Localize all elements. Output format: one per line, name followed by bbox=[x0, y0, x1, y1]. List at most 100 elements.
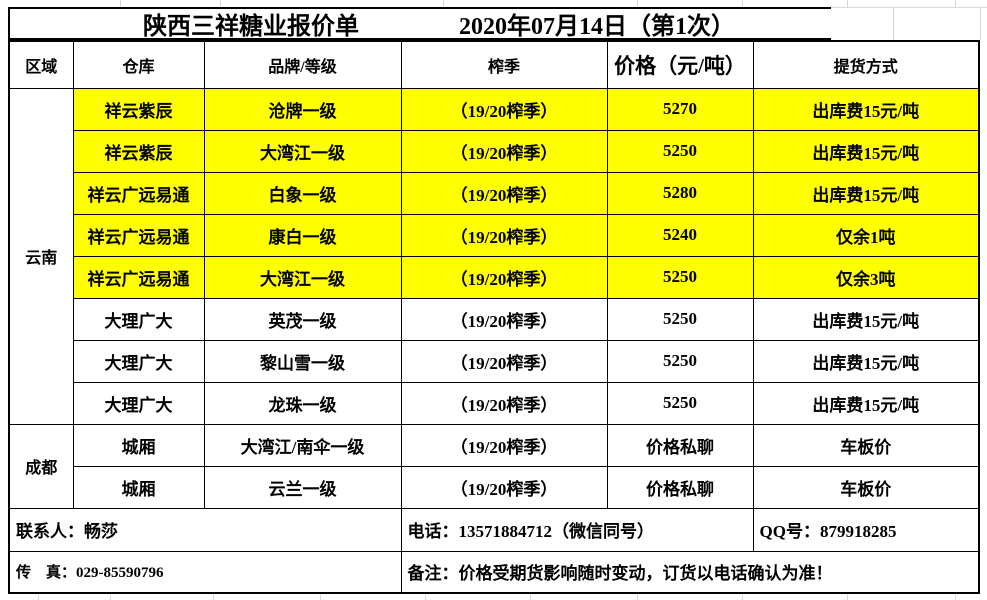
warehouse-cell[interactable]: 城厢 bbox=[72, 465, 205, 509]
brand-cell[interactable]: 康白一级 bbox=[203, 213, 402, 257]
gridline bbox=[120, 0, 121, 7]
region-cell[interactable]: 云南 bbox=[8, 87, 74, 425]
season-cell[interactable]: （19/20榨季） bbox=[400, 297, 608, 341]
warehouse-cell[interactable]: 祥云广远易通 bbox=[72, 255, 205, 299]
gridline bbox=[742, 593, 743, 600]
qq-cell[interactable]: QQ号：879918285 bbox=[752, 507, 980, 552]
header-season[interactable]: 榨季 bbox=[400, 40, 608, 89]
price-cell[interactable]: 5250 bbox=[606, 381, 754, 425]
price-cell[interactable]: 5250 bbox=[606, 129, 754, 173]
table-row: 祥云广远易通 康白一级 （19/20榨季） 5240 仅余1吨 bbox=[9, 213, 980, 257]
title-date: 2020年07月14日（第1次） bbox=[459, 14, 735, 40]
title-cell[interactable]: 陕西三祥糖业报价单 2020年07月14日（第1次） bbox=[8, 7, 831, 40]
brand-cell[interactable]: 英茂一级 bbox=[203, 297, 402, 341]
warehouse-cell[interactable]: 城厢 bbox=[72, 423, 205, 467]
table-row: 云南 祥云紫辰 沧牌一级 （19/20榨季） 5270 出库费15元/吨 bbox=[8, 87, 980, 425]
price-cell[interactable]: 5270 bbox=[606, 87, 754, 131]
gridline bbox=[847, 593, 848, 600]
warehouse-cell[interactable]: 大理广大 bbox=[72, 381, 205, 425]
price-table: 区域 仓库 品牌/等级 榨季 价格（元/吨） 提货方式 云南 祥云紫辰 沧牌一级 （1… bbox=[8, 40, 980, 594]
pickup-cell[interactable]: 车板价 bbox=[752, 465, 980, 509]
gridline bbox=[110, 593, 111, 600]
pickup-cell[interactable]: 出库费15元/吨 bbox=[752, 381, 980, 425]
gridline bbox=[425, 593, 426, 600]
brand-cell[interactable]: 大湾江/南伞一级 bbox=[203, 423, 402, 467]
contact-row: 联系人：畅莎 电话：13571884712（微信同号） QQ号：87991828… bbox=[8, 507, 980, 552]
warehouse-cell[interactable]: 大理广大 bbox=[72, 339, 205, 383]
gridline bbox=[530, 593, 531, 600]
pickup-cell[interactable]: 仅余1吨 bbox=[752, 213, 980, 257]
table-row: 祥云紫辰 大湾江一级 （19/20榨季） 5250 出库费15元/吨 bbox=[9, 129, 980, 173]
fax-cell[interactable]: 传 真：029-85590796 bbox=[8, 550, 402, 594]
header-brand-grade[interactable]: 品牌/等级 bbox=[203, 40, 402, 89]
pickup-cell[interactable]: 仅余3吨 bbox=[752, 255, 980, 299]
season-cell[interactable]: （19/20榨季） bbox=[400, 171, 608, 215]
pickup-cell[interactable]: 出库费15元/吨 bbox=[752, 129, 980, 173]
warehouse-cell[interactable]: 祥云广远易通 bbox=[72, 213, 205, 257]
warehouse-cell[interactable]: 大理广大 bbox=[72, 297, 205, 341]
season-cell[interactable]: （19/20榨季） bbox=[400, 465, 608, 509]
price-cell[interactable]: 价格私聊 bbox=[606, 465, 754, 509]
table-row: 大理广大 龙珠一级 （19/20榨季） 5250 出库费15元/吨 bbox=[9, 381, 980, 425]
pickup-cell[interactable]: 出库费15元/吨 bbox=[752, 87, 980, 131]
gridline bbox=[955, 0, 956, 7]
season-cell[interactable]: （19/20榨季） bbox=[400, 87, 608, 131]
table-row: 祥云广远易通 大湾江一级 （19/20榨季） 5250 仅余3吨 bbox=[9, 255, 980, 299]
pickup-cell[interactable]: 出库费15元/吨 bbox=[752, 171, 980, 215]
pickup-cell[interactable]: 车板价 bbox=[752, 423, 980, 467]
season-cell[interactable]: （19/20榨季） bbox=[400, 381, 608, 425]
price-cell[interactable]: 5250 bbox=[606, 297, 754, 341]
gridline bbox=[955, 593, 956, 600]
region-cell[interactable]: 成都 bbox=[8, 423, 74, 509]
gridline bbox=[831, 7, 987, 8]
phone-cell[interactable]: 电话：13571884712（微信同号） bbox=[400, 507, 754, 552]
header-warehouse[interactable]: 仓库 bbox=[72, 40, 205, 89]
table-row: 祥云广远易通 白象一级 （19/20榨季） 5280 出库费15元/吨 bbox=[9, 171, 980, 215]
gridline bbox=[637, 0, 638, 7]
fax-row: 传 真：029-85590796 备注：价格受期货影响随时变动，订货以电话确认为… bbox=[8, 550, 980, 594]
gridline bbox=[38, 593, 39, 600]
price-cell[interactable]: 5250 bbox=[606, 255, 754, 299]
pickup-cell[interactable]: 出库费15元/吨 bbox=[752, 297, 980, 341]
warehouse-cell[interactable]: 祥云紫辰 bbox=[72, 129, 205, 173]
brand-cell[interactable]: 白象一级 bbox=[203, 171, 402, 215]
table-row: 成都 城厢 大湾江/南伞一级 （19/20榨季） 价格私聊 车板价 bbox=[8, 423, 980, 509]
note-cell[interactable]: 备注：价格受期货影响随时变动，订货以电话确认为准！ bbox=[400, 550, 980, 594]
pickup-cell[interactable]: 出库费15元/吨 bbox=[752, 339, 980, 383]
header-pickup[interactable]: 提货方式 bbox=[752, 40, 980, 89]
gridline bbox=[220, 0, 221, 7]
price-cell[interactable]: 5280 bbox=[606, 171, 754, 215]
brand-cell[interactable]: 黎山雪一级 bbox=[203, 339, 402, 383]
brand-cell[interactable]: 沧牌一级 bbox=[203, 87, 402, 131]
table-row: 大理广大 黎山雪一级 （19/20榨季） 5250 出库费15元/吨 bbox=[9, 339, 980, 383]
header-row: 区域 仓库 品牌/等级 榨季 价格（元/吨） 提货方式 bbox=[8, 40, 980, 89]
warehouse-cell[interactable]: 祥云紫辰 bbox=[72, 87, 205, 131]
gridline bbox=[637, 593, 638, 600]
gridline bbox=[213, 593, 214, 600]
gridline bbox=[980, 7, 981, 40]
gridline bbox=[742, 0, 743, 7]
price-cell[interactable]: 价格私聊 bbox=[606, 423, 754, 467]
page-title: 陕西三祥糖业报价单 bbox=[143, 14, 359, 40]
price-cell[interactable]: 5240 bbox=[606, 213, 754, 257]
warehouse-cell[interactable]: 祥云广远易通 bbox=[72, 171, 205, 215]
gridline bbox=[847, 0, 848, 7]
season-cell[interactable]: （19/20榨季） bbox=[400, 213, 608, 257]
table-row: 城厢 云兰一级 （19/20榨季） 价格私聊 车板价 bbox=[9, 465, 980, 509]
header-price[interactable]: 价格（元/吨） bbox=[606, 40, 754, 89]
gridline bbox=[443, 0, 444, 7]
season-cell[interactable]: （19/20榨季） bbox=[400, 339, 608, 383]
header-region[interactable]: 区域 bbox=[8, 40, 74, 89]
season-cell[interactable]: （19/20榨季） bbox=[400, 129, 608, 173]
brand-cell[interactable]: 云兰一级 bbox=[203, 465, 402, 509]
price-cell[interactable]: 5250 bbox=[606, 339, 754, 383]
contact-cell[interactable]: 联系人：畅莎 bbox=[8, 507, 402, 552]
season-cell[interactable]: （19/20榨季） bbox=[400, 255, 608, 299]
brand-cell[interactable]: 大湾江一级 bbox=[203, 129, 402, 173]
season-cell[interactable]: （19/20榨季） bbox=[400, 423, 608, 467]
gridline bbox=[320, 593, 321, 600]
brand-cell[interactable]: 龙珠一级 bbox=[203, 381, 402, 425]
gridline bbox=[893, 7, 894, 40]
brand-cell[interactable]: 大湾江一级 bbox=[203, 255, 402, 299]
